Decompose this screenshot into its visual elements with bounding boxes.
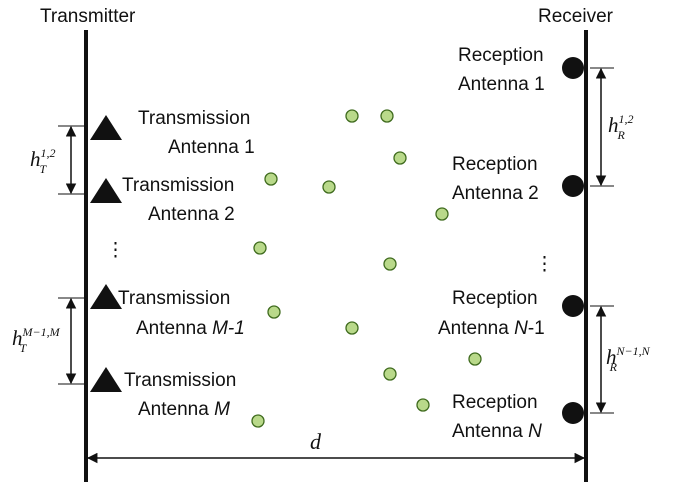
rx-antenna-1-icon xyxy=(562,57,584,79)
scatterer xyxy=(468,352,482,366)
tx-antenna-1-line2: Antenna 1 xyxy=(168,137,255,158)
receiver-title: Receiver xyxy=(538,6,614,27)
rx-antenna-n1-icon xyxy=(562,295,584,317)
rx-spacing-top-label: h1,2 R xyxy=(608,112,634,142)
scatterer xyxy=(345,109,359,123)
tx-antenna-m1-line2: Antenna M-1 xyxy=(136,318,245,339)
scatterer xyxy=(383,367,397,381)
scatterer xyxy=(345,321,359,335)
rx-spacing-bottom-label: hN−1,N R xyxy=(606,344,651,374)
tx-antenna-2-line1: Transmission xyxy=(122,175,234,196)
tx-antenna-m-line2: Antenna M xyxy=(138,399,230,420)
scatterer xyxy=(380,109,394,123)
scatterer xyxy=(383,257,397,271)
rx-antenna-2-icon xyxy=(562,175,584,197)
distance-label: d xyxy=(310,429,322,454)
rx-antenna-2-line2: Antenna 2 xyxy=(452,183,539,204)
scatterer xyxy=(435,207,449,221)
scatterer xyxy=(267,305,281,319)
tx-antenna-m1-icon xyxy=(90,284,122,309)
rx-antenna-2-line1: Reception xyxy=(452,154,538,175)
tx-antenna-1-line1: Transmission xyxy=(138,108,250,129)
scatterer xyxy=(264,172,278,186)
tx-antenna-1-icon xyxy=(90,115,122,140)
tx-antenna-2-line2: Antenna 2 xyxy=(148,204,235,225)
tx-antenna-m-icon xyxy=(90,367,122,392)
rx-antenna-n-line1: Reception xyxy=(452,392,538,413)
scatterer xyxy=(416,398,430,412)
rx-antenna-n-icon xyxy=(562,402,584,424)
rx-antenna-1-line2: Antenna 1 xyxy=(458,74,545,95)
rx-antenna-1-line1: Reception xyxy=(458,45,544,66)
rx-antenna-n-line2: Antenna N xyxy=(452,421,542,442)
tx-spacing-top-label: h1,2 T xyxy=(30,146,56,176)
scatterer xyxy=(393,151,407,165)
rx-ellipsis: ⋮ xyxy=(535,254,554,275)
transmitter-title: Transmitter xyxy=(40,6,136,27)
scatterer xyxy=(251,414,265,428)
scatterer-group xyxy=(251,109,482,428)
tx-antenna-m-line1: Transmission xyxy=(124,370,236,391)
rx-antenna-n1-line2: Antenna N-1 xyxy=(438,318,545,339)
tx-spacing-bottom-label: hM−1,M T xyxy=(12,325,61,355)
scatterer xyxy=(253,241,267,255)
rx-antenna-n1-line1: Reception xyxy=(452,288,538,309)
tx-ellipsis: ⋮ xyxy=(106,240,125,261)
tx-antenna-2-icon xyxy=(90,178,122,203)
scatterer xyxy=(322,180,336,194)
tx-antenna-m1-line1: Transmission xyxy=(118,288,230,309)
